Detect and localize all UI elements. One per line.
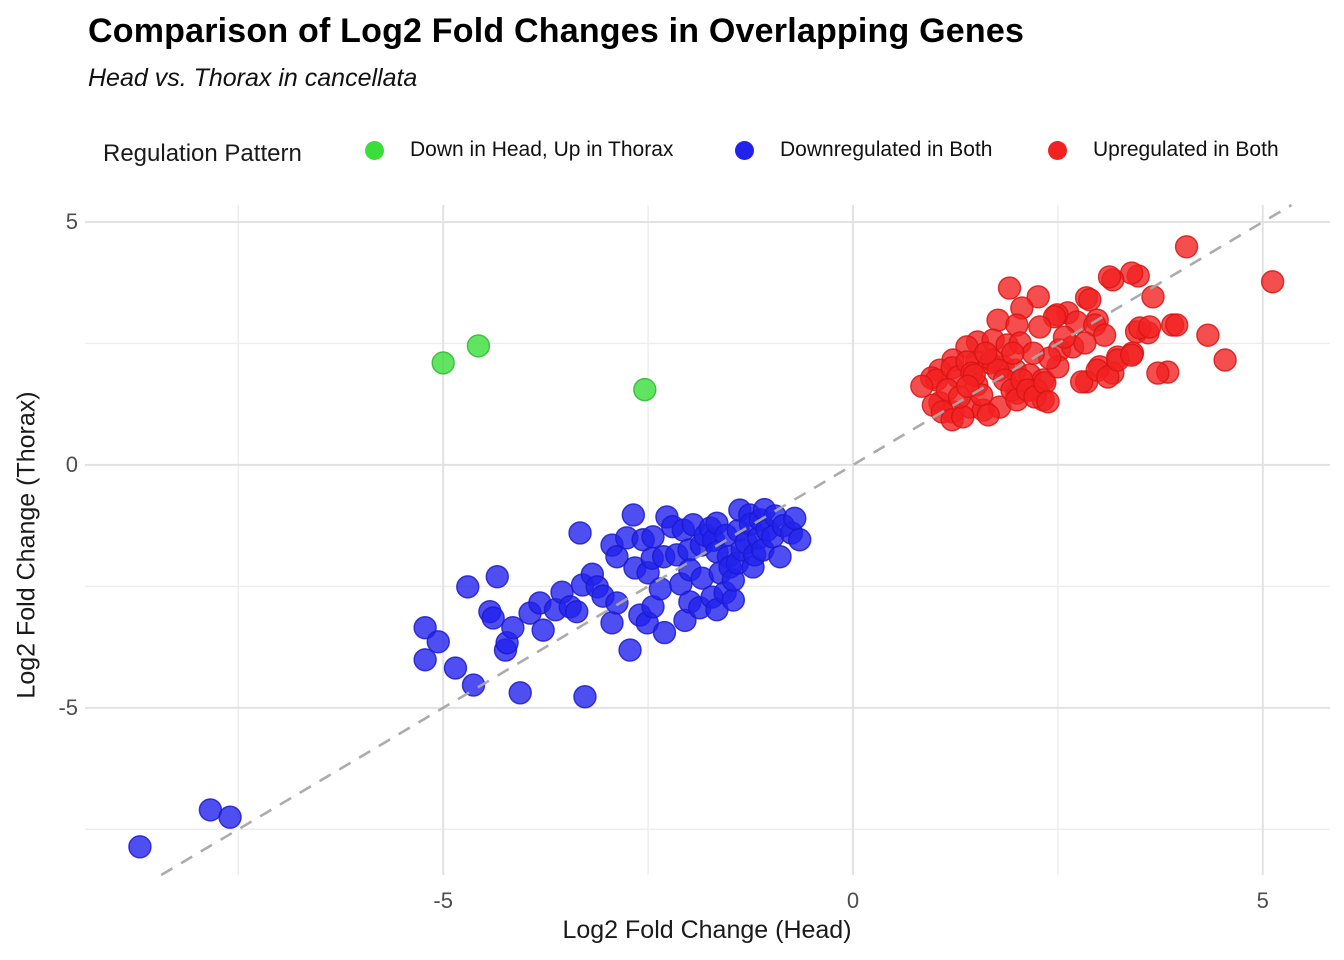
x-axis-title: Log2 Fold Change (Head) bbox=[562, 916, 852, 944]
data-point-series-0 bbox=[431, 351, 455, 375]
data-point-series-1 bbox=[783, 506, 807, 531]
data-point-series-0 bbox=[633, 377, 657, 402]
data-point-series-1 bbox=[573, 684, 597, 709]
data-point-series-1 bbox=[426, 630, 450, 654]
legend-dot-blue-icon bbox=[735, 140, 754, 160]
data-point-series-1 bbox=[621, 503, 646, 527]
data-point-series-2 bbox=[1036, 390, 1060, 414]
y-tick-label: 5 bbox=[65, 209, 78, 234]
data-point-series-2 bbox=[1092, 323, 1117, 347]
x-tick-label: 0 bbox=[846, 888, 860, 913]
legend-item-down-head-up-thorax: Down in Head, Up in Thorax bbox=[365, 138, 673, 162]
legend-item-upregulated-both: Upregulated in Both bbox=[1048, 138, 1279, 162]
legend: Regulation Pattern Down in Head, Up in T… bbox=[0, 138, 1344, 170]
data-point-series-1 bbox=[413, 648, 437, 672]
data-point-series-1 bbox=[485, 564, 509, 589]
legend-label: Down in Head, Up in Thorax bbox=[410, 138, 674, 161]
data-point-series-1 bbox=[618, 638, 642, 662]
legend-dot-red-icon bbox=[1048, 140, 1067, 160]
data-point-series-2 bbox=[1196, 323, 1220, 347]
data-point-series-2 bbox=[1119, 343, 1144, 367]
data-point-series-2 bbox=[1260, 270, 1285, 294]
data-point-series-2 bbox=[1001, 341, 1025, 365]
data-point-series-1 bbox=[605, 545, 629, 569]
data-point-series-1 bbox=[461, 673, 486, 697]
x-tick-label: -5 bbox=[433, 888, 453, 913]
data-point-series-2 bbox=[1165, 313, 1189, 337]
data-point-series-1 bbox=[768, 545, 792, 569]
data-point-series-2 bbox=[1137, 315, 1162, 339]
data-point-series-1 bbox=[501, 615, 525, 640]
data-point-series-2 bbox=[1069, 370, 1094, 394]
legend-item-downregulated-both: Downregulated in Both bbox=[735, 138, 992, 162]
legend-label: Downregulated in Both bbox=[780, 138, 993, 161]
data-point-series-1 bbox=[605, 591, 629, 615]
data-point-series-1 bbox=[788, 528, 812, 552]
data-point-series-2 bbox=[1141, 285, 1165, 309]
y-tick-label: -5 bbox=[58, 694, 78, 720]
x-tick-label: 5 bbox=[1256, 888, 1269, 913]
data-point-series-2 bbox=[1097, 265, 1122, 289]
data-point-series-2 bbox=[951, 405, 975, 429]
data-point-series-2 bbox=[1174, 235, 1199, 259]
data-point-series-2 bbox=[1078, 288, 1102, 312]
y-tick-label: 0 bbox=[65, 451, 78, 477]
data-point-series-2 bbox=[1213, 348, 1237, 372]
data-point-series-1 bbox=[565, 599, 589, 624]
y-axis-title: Log2 Fold Change (Thorax) bbox=[12, 391, 41, 699]
data-point-series-2 bbox=[910, 374, 934, 398]
legend-title: Regulation Pattern bbox=[103, 140, 302, 167]
data-point-series-1 bbox=[456, 575, 480, 599]
data-point-series-2 bbox=[1146, 361, 1170, 385]
data-point-series-1 bbox=[508, 681, 532, 705]
data-point-series-1 bbox=[218, 805, 242, 829]
data-point-series-1 bbox=[641, 525, 665, 549]
data-point-series-2 bbox=[1026, 285, 1050, 309]
data-point-series-1 bbox=[443, 656, 468, 680]
data-point-series-1 bbox=[721, 588, 746, 612]
legend-label: Upregulated in Both bbox=[1093, 138, 1279, 161]
chart-title: Comparison of Log2 Fold Changes in Overl… bbox=[88, 12, 1025, 50]
data-point-series-0 bbox=[466, 334, 491, 358]
chart-subtitle: Head vs. Thorax in cancellata bbox=[88, 64, 418, 92]
data-point-series-1 bbox=[648, 577, 673, 601]
data-point-series-2 bbox=[1028, 315, 1052, 339]
data-point-series-1 bbox=[531, 618, 555, 642]
identity-line bbox=[160, 203, 1293, 877]
data-point-series-1 bbox=[600, 611, 624, 635]
data-point-series-1 bbox=[481, 606, 505, 630]
data-point-series-2 bbox=[974, 341, 998, 365]
legend-dot-green-icon bbox=[365, 140, 384, 160]
data-point-series-1 bbox=[652, 620, 677, 645]
data-point-series-1 bbox=[568, 521, 592, 545]
data-point-series-2 bbox=[956, 374, 980, 398]
data-point-series-1 bbox=[198, 798, 223, 822]
data-point-series-2 bbox=[1073, 331, 1097, 355]
data-point-series-2 bbox=[976, 403, 1000, 427]
data-point-series-2 bbox=[997, 276, 1022, 300]
data-point-series-1 bbox=[128, 835, 152, 859]
